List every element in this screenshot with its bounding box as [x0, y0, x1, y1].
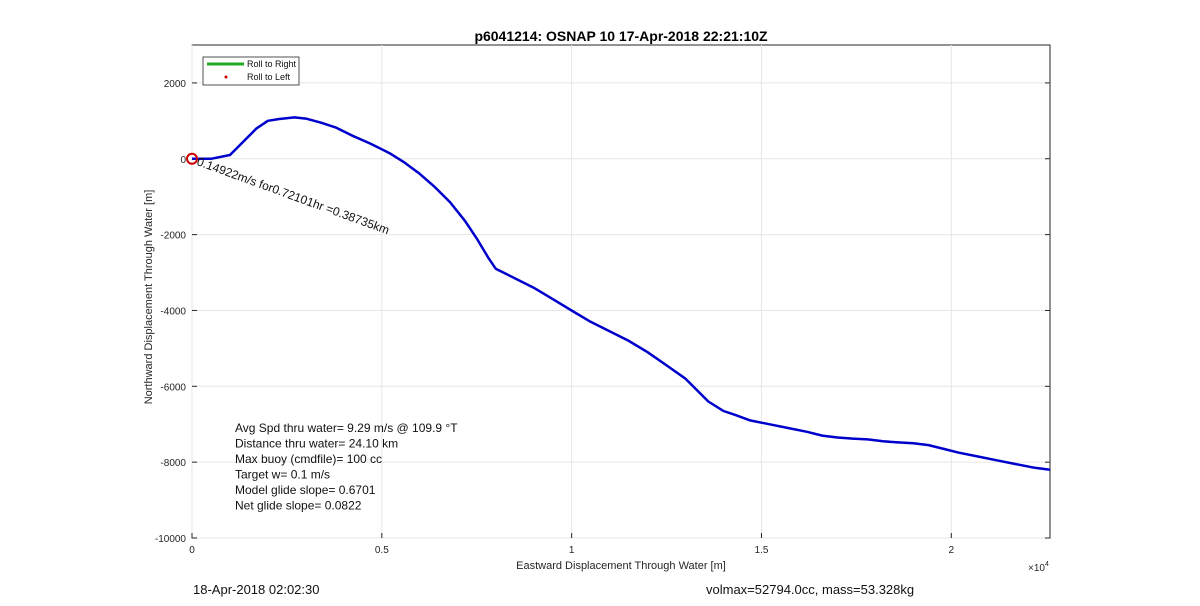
y-axis-ticks: 2000 0 -2000 -4000 -6000 -8000 -10000 [155, 79, 1050, 545]
x-tick-label: 0 [189, 545, 195, 556]
stats-annotation-line: Max buoy (cmdfile)= 100 cc [235, 452, 382, 466]
chart-title: p6041214: OSNAP 10 17-Apr-2018 22:21:10Z [474, 28, 768, 44]
legend-box [202, 56, 300, 86]
stats-annotation-line: Model glide slope= 0.6701 [235, 483, 376, 497]
y-axis-label: Northward Displacement Through Water [m] [143, 189, 155, 405]
origin-marker [186, 152, 198, 165]
stats-annotation-line: Distance thru water= 24.10 km [235, 437, 398, 451]
y-tick-label: 2000 [164, 79, 187, 90]
legend-swatch-dot [224, 75, 228, 79]
footer-timestamp: 18-Apr-2018 02:02:30 [193, 582, 320, 597]
x-tick-label: 1.5 [755, 545, 769, 556]
grid-lines [191, 45, 1050, 539]
x-exponent-label: ×104 [1028, 561, 1049, 574]
legend-label: Roll to Right [247, 59, 297, 69]
stats-annotation-line: Target w= 0.1 m/s [235, 468, 330, 482]
x-axis-ticks: 0 0.5 1 1.5 2 [189, 533, 955, 556]
legend: Roll to Right Roll to Left [202, 56, 300, 86]
legend-label: Roll to Left [247, 72, 291, 82]
x-tick-label: 2 [949, 545, 955, 556]
y-tick-label: -6000 [160, 382, 186, 393]
x-tick-label: 0.5 [375, 545, 389, 556]
y-tick-label: -2000 [160, 231, 186, 242]
series-line-0 [192, 116, 1051, 471]
y-tick-label: -10000 [155, 534, 187, 545]
y-tick-label: -8000 [160, 458, 186, 469]
y-tick-label: -4000 [160, 306, 186, 317]
stats-annotation-line: Avg Spd thru water= 9.29 m/s @ 109.9 °T [235, 421, 458, 435]
x-axis-label: Eastward Displacement Through Water [m] [516, 560, 726, 572]
series-layer [186, 116, 1051, 471]
stats-annotation-line: Net glide slope= 0.0822 [235, 499, 362, 513]
footer-volmax-mass: volmax=52794.0cc, mass=53.328kg [706, 582, 915, 597]
y-tick-label: 0 [180, 155, 186, 166]
x-tick-label: 1 [569, 545, 575, 556]
